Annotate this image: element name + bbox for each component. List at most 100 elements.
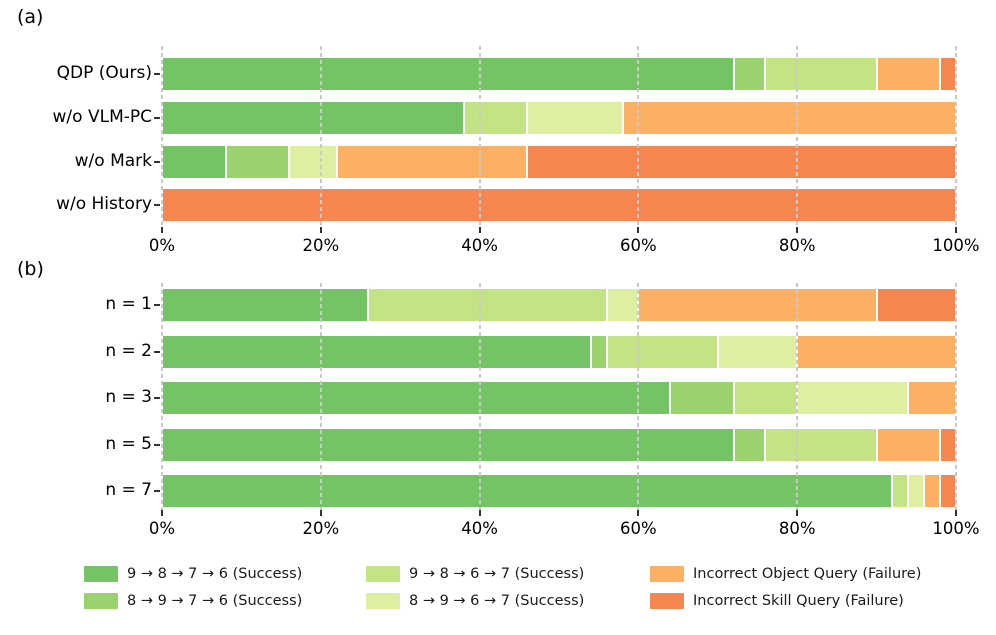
- x-tick-mark: [478, 510, 481, 516]
- category-label: QDP (Ours): [56, 63, 152, 83]
- y-tick-mark: [154, 304, 160, 306]
- plot-a: QDP (Ours) w/o VLM-PC w/o Mark w/o History 0…: [53, 46, 980, 255]
- bar-segment: [162, 188, 956, 222]
- bar-row: [162, 188, 956, 222]
- bar-segment: [336, 145, 528, 179]
- bar-segment: [892, 474, 909, 508]
- bar-segment: [908, 381, 956, 415]
- y-tick-mark: [154, 161, 160, 163]
- bar-segment: [638, 288, 877, 322]
- category-label: n = 7: [105, 480, 152, 500]
- bar-segment: [717, 335, 798, 369]
- bar-row: [162, 57, 956, 91]
- bar-segment: [162, 335, 591, 369]
- bar-segment: [940, 428, 956, 462]
- bar-segment: [876, 428, 941, 462]
- bar-segment: [876, 57, 941, 91]
- legend-entry: 9 → 8 → 7 → 6 (Success): [84, 563, 302, 584]
- bar-segment: [590, 335, 607, 369]
- legend-label: Incorrect Skill Query (Failure): [693, 592, 904, 609]
- x-tick-label: 0%: [148, 236, 176, 255]
- x-tick-mark: [796, 510, 799, 516]
- y-tick-mark: [154, 397, 160, 399]
- legend-swatch: [84, 592, 118, 609]
- x-tick-label: 20%: [302, 519, 340, 538]
- bar-segment: [527, 101, 623, 135]
- x-tick-label: 20%: [302, 236, 340, 255]
- legend-swatch: [650, 565, 684, 582]
- bar-segment: [289, 145, 337, 179]
- bar-row: [162, 101, 956, 135]
- x-tick-label: 100%: [932, 519, 980, 538]
- legend-column: 9 → 8 → 7 → 6 (Success) 8 → 9 → 7 → 6 (Su…: [84, 563, 302, 617]
- x-tick-mark: [319, 227, 322, 233]
- bar-segment: [463, 101, 528, 135]
- x-tick-label: 60%: [620, 236, 657, 255]
- bar-segment: [670, 381, 734, 415]
- legend-label: 9 → 8 → 7 → 6 (Success): [127, 565, 303, 582]
- category-label: n = 2: [105, 341, 152, 361]
- bar-segment: [162, 145, 226, 179]
- legend-label: 8 → 9 → 7 → 6 (Success): [127, 592, 303, 609]
- bar-segment: [162, 101, 464, 135]
- x-tick-label: 40%: [461, 519, 498, 538]
- x-tick-mark: [319, 510, 322, 516]
- bar-row: [162, 474, 956, 508]
- x-tick-mark: [796, 227, 799, 233]
- category-label: w/o VLM-PC: [52, 107, 152, 127]
- legend-entry: 9 → 8 → 6 → 7 (Success): [366, 563, 584, 584]
- bar-segment: [733, 428, 766, 462]
- legend-label: 9 → 8 → 6 → 7 (Success): [409, 565, 585, 582]
- legend-entry: 8 → 9 → 6 → 7 (Success): [366, 590, 584, 611]
- x-tick-mark: [955, 510, 957, 516]
- y-tick-mark: [154, 490, 160, 492]
- bar-segment: [162, 474, 893, 508]
- bar-segment: [606, 288, 639, 322]
- legend-column: 9 → 8 → 6 → 7 (Success) 8 → 9 → 6 → 7 (Su…: [366, 563, 584, 617]
- legend-swatch: [366, 565, 400, 582]
- bar-segment: [225, 145, 290, 179]
- bar-row: [162, 288, 956, 322]
- legend: 9 → 8 → 7 → 6 (Success) 8 → 9 → 7 → 6 (Su…: [0, 563, 996, 625]
- bar-segment: [622, 101, 956, 135]
- bar-segment: [162, 381, 671, 415]
- panel-b-label: (b): [17, 258, 44, 280]
- bar-segment: [606, 335, 718, 369]
- x-tick-label: 0%: [148, 519, 176, 538]
- category-label: w/o History: [56, 194, 152, 214]
- x-tick-mark: [637, 510, 640, 516]
- x-tick-label: 40%: [461, 236, 498, 255]
- bar-segment: [924, 474, 941, 508]
- bar-segment: [162, 428, 734, 462]
- legend-swatch: [84, 565, 118, 582]
- x-tick-label: 80%: [778, 236, 816, 255]
- bar-segment: [733, 381, 798, 415]
- bar-segment: [162, 288, 369, 322]
- bar-segment: [940, 57, 956, 91]
- panel-a-label: (a): [17, 6, 44, 28]
- category-label: n = 5: [105, 434, 152, 454]
- x-tick-label: 100%: [932, 236, 980, 255]
- y-tick-mark: [154, 117, 160, 119]
- bar-row: [162, 428, 956, 462]
- legend-swatch: [366, 592, 400, 609]
- legend-swatch: [650, 592, 684, 609]
- legend-entry: 8 → 9 → 7 → 6 (Success): [84, 590, 302, 611]
- plot-b: n = 1 n = 2 n = 3 n = 5 n = 7 0% 20% 40% 60% 80% 1…: [105, 283, 980, 538]
- legend-entry: Incorrect Skill Query (Failure): [650, 590, 921, 611]
- y-tick-mark: [154, 444, 160, 446]
- bar-segment: [368, 288, 607, 322]
- bar-row: [162, 335, 956, 369]
- category-label: w/o Mark: [74, 151, 152, 171]
- bar-segment: [527, 145, 956, 179]
- category-label: n = 3: [105, 387, 152, 407]
- y-tick-mark: [154, 351, 160, 353]
- bar-row: [162, 381, 956, 415]
- x-tick-mark: [955, 227, 957, 233]
- x-tick-mark: [161, 510, 163, 516]
- x-tick-label: 80%: [778, 519, 816, 538]
- bar-segment: [162, 57, 734, 91]
- x-tick-mark: [161, 227, 163, 233]
- bar-segment: [797, 381, 909, 415]
